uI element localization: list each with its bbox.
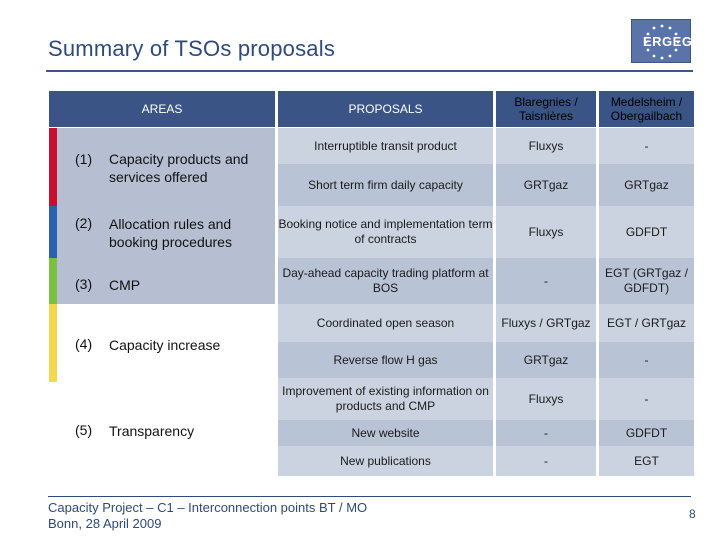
column-separator: [596, 128, 599, 476]
logo-text: ERGEG: [643, 34, 693, 49]
area-5-number: (5): [75, 422, 93, 438]
blaregnies-cell: -: [544, 453, 548, 468]
title-divider: [46, 70, 693, 72]
area-2-number: (2): [75, 215, 93, 231]
table-row: [278, 206, 694, 258]
area-3-color-band: [49, 258, 57, 304]
proposal-cell: Booking notice and implementation term o…: [278, 217, 493, 246]
table-row: [278, 128, 694, 164]
header-proposals: PROPOSALS: [278, 91, 493, 127]
footer-project: Capacity Project – C1 – Interconnection …: [48, 500, 368, 515]
table-row: [278, 420, 694, 446]
header-medelsheim: Medelsheim / Obergailbach: [599, 91, 694, 127]
proposal-cell: Coordinated open season: [316, 315, 455, 330]
table-row: [278, 446, 694, 476]
medelsheim-cell: -: [644, 391, 649, 406]
table-row: [278, 342, 694, 378]
blaregnies-cell: Fluxys: [528, 224, 564, 239]
area-3-number: (3): [75, 276, 93, 292]
blaregnies-cell: Fluxys / GRTgaz: [501, 315, 591, 330]
star-circle-icon: [644, 24, 680, 60]
table-row: [278, 378, 694, 420]
blaregnies-cell: -: [544, 273, 548, 288]
area-4-number: (4): [75, 336, 93, 352]
proposal-cell: Interruptible transit product: [314, 138, 457, 153]
table-row: [278, 304, 694, 342]
page-number: 8: [689, 507, 696, 521]
proposal-cell: Reverse flow H gas: [333, 352, 438, 367]
medelsheim-cell: GDFDT: [625, 224, 668, 239]
area-1-color-band: [49, 128, 57, 206]
proposal-cell: Day-ahead capacity trading platform at B…: [282, 266, 489, 295]
footer-divider: [48, 496, 691, 497]
proposal-cell: Improvement of existing information on p…: [282, 384, 489, 413]
blaregnies-cell: GRTgaz: [523, 177, 569, 192]
table-row: [278, 164, 694, 206]
proposal-cell: Short term firm daily capacity: [308, 177, 463, 192]
area-4-label: Capacity increase: [109, 337, 221, 353]
header-areas: AREAS: [49, 91, 275, 127]
medelsheim-cell: GRTgaz: [624, 177, 669, 192]
blaregnies-cell: Fluxys: [528, 391, 564, 406]
column-separator: [493, 128, 496, 476]
area-2-color-band: [49, 206, 57, 258]
table-row: [278, 258, 694, 304]
medelsheim-cell: -: [644, 138, 649, 153]
page-title: Summary of TSOs proposals: [48, 36, 336, 61]
medelsheim-cell: EGT / GRTgaz: [607, 315, 686, 330]
area-1-label: Capacity products and services offered: [109, 151, 249, 185]
medelsheim-cell: EGT: [634, 453, 659, 468]
area-3-label: CMP: [109, 277, 141, 293]
proposal-cell: New publications: [340, 453, 431, 468]
medelsheim-cell: -: [644, 352, 649, 367]
blaregnies-cell: -: [544, 425, 548, 440]
area-4-color-band: [49, 304, 57, 382]
ergeg-logo: ERGEG: [631, 19, 693, 63]
medelsheim-cell: GDFDT: [625, 425, 668, 440]
header-blaregnies: Blaregnies / Taisnières: [496, 91, 596, 127]
medelsheim-cell: EGT (GRTgaz / GDFDT): [605, 266, 688, 295]
blaregnies-cell: GRTgaz: [523, 352, 569, 367]
area-5-label: Transparency: [109, 423, 195, 439]
proposal-cell: New website: [351, 425, 420, 440]
areas-panel: [49, 128, 275, 304]
blaregnies-cell: Fluxys: [528, 138, 564, 153]
area-2-label: Allocation rules and booking procedures: [109, 216, 232, 250]
footer: Capacity Project – C1 – Interconnection …: [48, 500, 367, 532]
footer-date: Bonn, 28 April 2009: [48, 516, 162, 531]
area-1-number: (1): [75, 151, 93, 167]
